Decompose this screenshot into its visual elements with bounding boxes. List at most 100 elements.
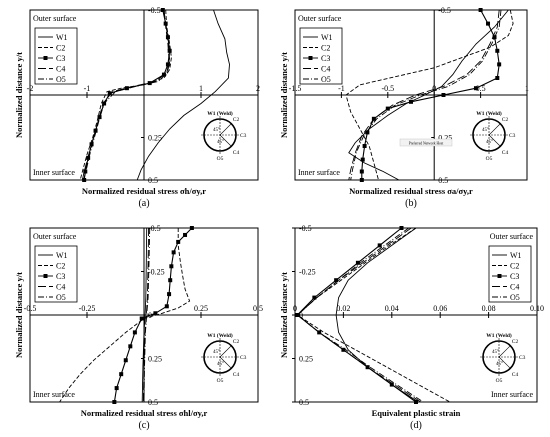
y-tick-label: 0.25 [438,134,452,143]
inset-title: W1 (Weld) [207,332,233,339]
x-tick-label: -0.5 [24,304,37,313]
inset-label-c2: C2 [233,339,240,345]
marker-C3 [492,35,497,40]
marker-C3 [312,295,317,300]
x-tick-label: -1 [338,84,345,93]
y-axis-label: Normalized distance y/t [279,272,289,358]
inset-label-o5: O5 [217,378,224,384]
x-tick-label: 0.08 [482,304,496,313]
marker-C3 [359,169,364,174]
inset-title: W1 (Weld) [207,110,233,117]
inset-label-o5: O5 [217,156,224,162]
marker-C3 [497,62,502,67]
legend-label-W1: W1 [510,251,522,260]
outer-surface-label: Outer surface [33,232,77,241]
marker-C3 [82,178,87,182]
marker-C3 [389,382,394,387]
y-axis-label: Normalized distance y/t [14,272,24,358]
x-tick-label: -2 [27,84,34,93]
inset-angle-lower: 45° [217,140,224,145]
inset-diag-up [219,345,232,358]
series-O5 [350,9,502,181]
inset-angle-upper: 45° [482,128,489,133]
inset-diag-down [488,134,501,147]
legend-label-O5: O5 [510,293,520,302]
legend-label-C2: C2 [321,44,330,53]
inset-angle-upper: 45° [213,128,220,133]
marker-C3 [441,93,446,97]
marker-C3 [409,99,413,104]
panel-4: 0 0.02 0.04 0.06 0.08 0.10 -0.5 -0.25 0 0.25 0.5 Eq… [279,224,544,431]
series-C2 [79,9,172,181]
inset-title: W1 (Weld) [486,332,512,339]
legend-label-W1: W1 [56,33,68,42]
legend-marker-C3 [308,56,313,60]
legend-label-C2: C2 [56,44,65,53]
legend-label-O5: O5 [56,75,66,84]
y-tick-label: 0.25 [148,355,162,364]
series-O5 [296,227,424,403]
marker-C3 [189,226,194,230]
legend-label-C3: C3 [56,272,65,281]
watermark-box [399,138,453,147]
marker-C3 [171,250,176,255]
y-tick-label: -0.25 [299,268,316,277]
outer-surface-label: Outer surface [298,14,342,23]
inset-label-c4: C4 [233,372,240,378]
y-tick-label: -0.5 [148,6,161,15]
legend-label-W1: W1 [321,33,333,42]
marker-C3 [153,311,158,316]
panel-caption: (c) [138,420,149,431]
inset-label-o5: O5 [496,378,503,384]
marker-C3 [473,86,478,91]
x-tick-label: 2 [256,84,260,93]
inset-label-c3: C3 [240,355,247,361]
marker-C3 [123,358,128,363]
x-tick-label: 0.5 [476,84,486,93]
panel-caption: (d) [410,420,422,431]
inset-label-c4: C4 [233,150,240,156]
marker-C3 [128,344,133,349]
marker-C3 [112,400,117,404]
x-tick-label: 0.10 [530,304,544,313]
marker-C3 [83,169,88,174]
inset-diag-up [498,345,511,358]
inset-angle-upper: 45° [213,350,220,355]
panel-caption: (a) [138,198,149,209]
marker-C3 [114,386,119,391]
x-axis-label: Normalized residual stress σh/σy,r [82,186,206,196]
inset-label-c4: C4 [502,150,509,156]
legend-label-C3: C3 [56,54,65,63]
x-axis-label: Equivalent plastic strain [372,408,461,418]
inset-angle-lower: 45° [217,362,224,367]
marker-C3 [362,144,367,148]
legend-label-C2: C2 [56,262,65,271]
outer-surface-label: Outer surface [33,14,77,23]
series-C4 [142,227,150,403]
inner-surface-label: Inner surface [298,168,340,177]
inset-label-c2: C2 [233,117,240,123]
location-inset: W1 (Weld)C2 C3 C4 O5 45° 45° [470,110,516,162]
marker-C3 [486,21,491,26]
legend-marker-C3 [43,56,48,60]
inset-label-c3: C3 [519,355,526,361]
x-tick-label: 0.04 [385,304,399,313]
legend-label-C3: C3 [510,272,519,281]
inset-diag-up [488,123,501,136]
inner-surface-label: Inner surface [491,390,533,399]
legend-label-C4: C4 [321,65,330,74]
series-C2 [59,228,191,403]
y-tick-label: 0.5 [438,176,448,185]
legend-label-W1: W1 [56,251,68,260]
x-tick-label: 0.06 [433,304,447,313]
marker-C3 [365,365,370,370]
panel-caption: (b) [405,198,417,209]
marker-C3 [167,292,172,297]
series-O5 [83,9,171,181]
series-C4 [81,9,170,181]
inset-diag-down [498,356,511,369]
series-C4 [348,9,500,181]
